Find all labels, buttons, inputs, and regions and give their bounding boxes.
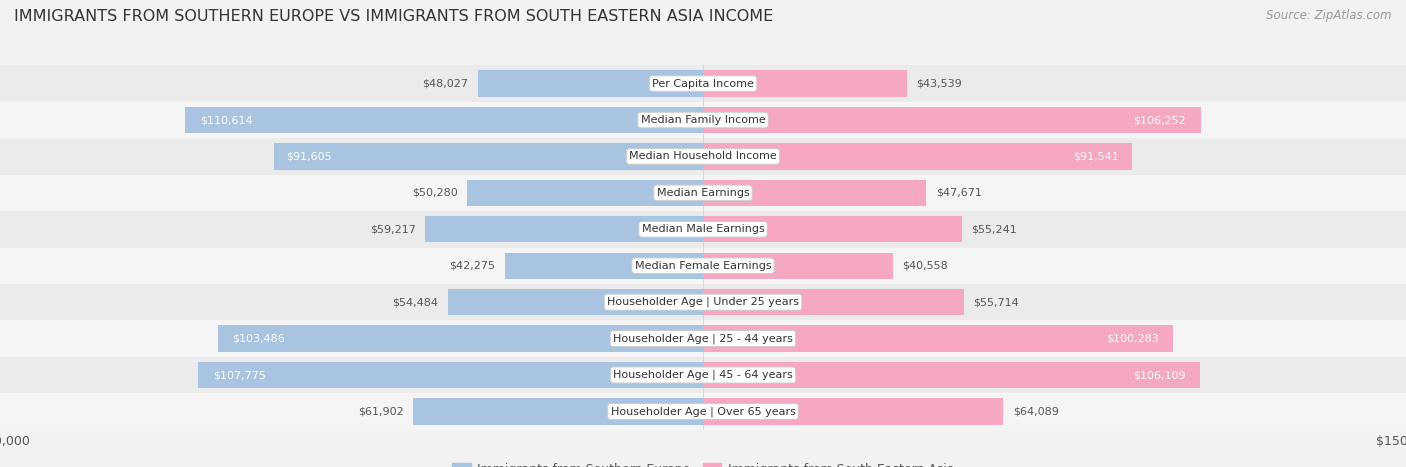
Text: $106,109: $106,109: [1133, 370, 1185, 380]
Text: $64,089: $64,089: [1012, 406, 1059, 417]
Bar: [0, 357, 1406, 393]
Text: $106,252: $106,252: [1133, 115, 1187, 125]
Text: Per Capita Income: Per Capita Income: [652, 78, 754, 89]
Text: $40,558: $40,558: [903, 261, 948, 271]
Text: $54,484: $54,484: [392, 297, 439, 307]
Bar: [0, 393, 1406, 430]
Text: Median Female Earnings: Median Female Earnings: [634, 261, 772, 271]
Text: Median Earnings: Median Earnings: [657, 188, 749, 198]
Bar: [0, 320, 1406, 357]
Bar: [703, 325, 1173, 352]
Text: IMMIGRANTS FROM SOUTHERN EUROPE VS IMMIGRANTS FROM SOUTH EASTERN ASIA INCOME: IMMIGRANTS FROM SOUTHERN EUROPE VS IMMIG…: [14, 9, 773, 24]
Text: $55,714: $55,714: [973, 297, 1019, 307]
Text: $42,275: $42,275: [450, 261, 495, 271]
Text: Median Household Income: Median Household Income: [628, 151, 778, 162]
Bar: [0, 248, 1406, 284]
Bar: [703, 216, 962, 242]
Bar: [0, 175, 1406, 211]
Text: Median Male Earnings: Median Male Earnings: [641, 224, 765, 234]
Text: Householder Age | Over 65 years: Householder Age | Over 65 years: [610, 406, 796, 417]
Bar: [703, 398, 1004, 425]
Text: $59,217: $59,217: [370, 224, 416, 234]
Text: $91,541: $91,541: [1073, 151, 1119, 162]
Bar: [0, 211, 1406, 248]
Bar: [703, 253, 893, 279]
Text: Householder Age | 45 - 64 years: Householder Age | 45 - 64 years: [613, 370, 793, 380]
Bar: [505, 253, 703, 279]
Text: $91,605: $91,605: [287, 151, 332, 162]
Bar: [426, 216, 703, 242]
Text: Source: ZipAtlas.com: Source: ZipAtlas.com: [1267, 9, 1392, 22]
Text: $43,539: $43,539: [917, 78, 962, 89]
Bar: [703, 107, 1201, 133]
Bar: [0, 138, 1406, 175]
Text: $61,902: $61,902: [357, 406, 404, 417]
Text: $55,241: $55,241: [972, 224, 1017, 234]
Bar: [198, 362, 703, 388]
Text: $50,280: $50,280: [412, 188, 458, 198]
Bar: [218, 325, 703, 352]
Text: Householder Age | Under 25 years: Householder Age | Under 25 years: [607, 297, 799, 307]
Text: $47,671: $47,671: [936, 188, 981, 198]
Text: $107,775: $107,775: [214, 370, 266, 380]
Bar: [703, 362, 1201, 388]
Text: $100,283: $100,283: [1107, 333, 1159, 344]
Bar: [0, 65, 1406, 102]
Bar: [447, 289, 703, 315]
Legend: Immigrants from Southern Europe, Immigrants from South Eastern Asia: Immigrants from Southern Europe, Immigra…: [447, 458, 959, 467]
Bar: [413, 398, 703, 425]
Bar: [703, 289, 965, 315]
Bar: [274, 143, 703, 170]
Bar: [0, 102, 1406, 138]
Text: $110,614: $110,614: [200, 115, 253, 125]
Bar: [0, 284, 1406, 320]
Bar: [467, 180, 703, 206]
Text: Householder Age | 25 - 44 years: Householder Age | 25 - 44 years: [613, 333, 793, 344]
Bar: [184, 107, 703, 133]
Bar: [703, 180, 927, 206]
Text: Median Family Income: Median Family Income: [641, 115, 765, 125]
Bar: [703, 143, 1132, 170]
Text: $48,027: $48,027: [423, 78, 468, 89]
Bar: [703, 71, 907, 97]
Bar: [478, 71, 703, 97]
Text: $103,486: $103,486: [232, 333, 285, 344]
